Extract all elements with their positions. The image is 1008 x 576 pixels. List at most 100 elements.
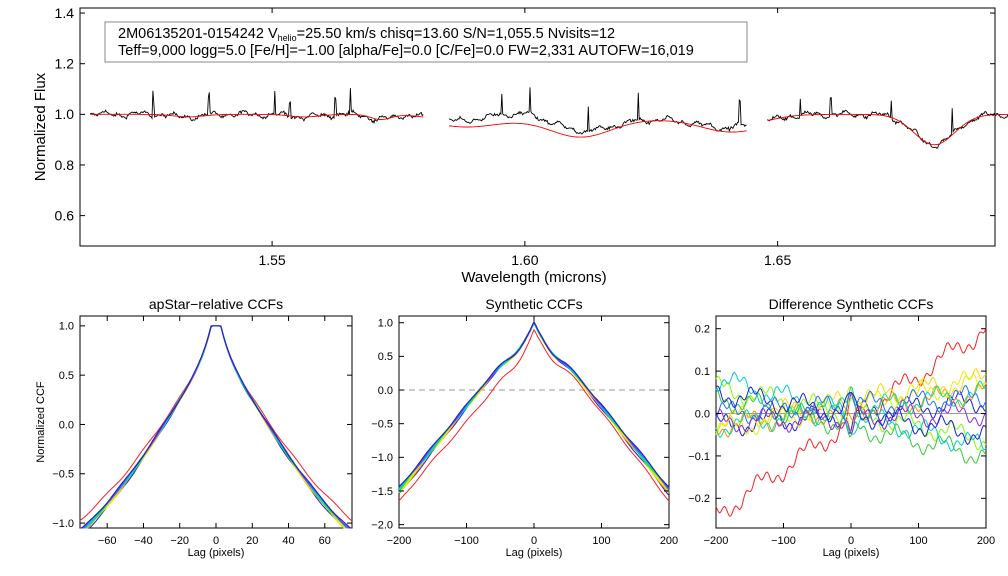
difference-ccf-series-8 xyxy=(715,380,987,438)
apstar-ccf-ytick-label: −0.5 xyxy=(52,469,74,481)
difference-ccf-ytick-label: −0.2 xyxy=(688,493,710,505)
vhelio-subscript: helio xyxy=(278,33,297,43)
apstar-ccf-series-6 xyxy=(80,325,352,529)
apstar-ccf-series-11 xyxy=(80,325,352,529)
synthetic-ccf-xtick-label: −100 xyxy=(454,535,479,547)
info-line-1: 2M06135201-0154242 Vhelio=25.50 km/s chi… xyxy=(118,26,615,43)
spectrum-traces xyxy=(90,87,1008,149)
synthetic-ccf-ytick-label: 0.5 xyxy=(378,351,393,363)
apstar-ccf-ytick-label: 0.5 xyxy=(59,370,74,382)
apstar-ccf-title: apStar−relative CCFs xyxy=(149,296,283,312)
apstar-ccf-xlabel: Lag (pixels) xyxy=(188,547,245,559)
synthetic-ccf-xlabel: Lag (pixels) xyxy=(506,547,563,559)
apstar-ccf-traces xyxy=(79,325,353,529)
synthetic-ccf-xtick-label: 0 xyxy=(531,535,537,547)
info-box xyxy=(104,21,748,63)
difference-ccf-traces xyxy=(715,327,987,517)
apstar-ccf-panel: apStar−relative CCFs −60 −40 −20 0 20 40 60 −1.… xyxy=(35,296,353,559)
difference-ccf-series-5 xyxy=(715,370,987,436)
apstar-ccf-series-12 xyxy=(80,325,352,529)
synthetic-ccf-axis-ticks: −200 −100 0 100 200 −2.0 −1.5 −1.0 −0.5 0.0 0.5 1.0 xyxy=(371,316,678,547)
difference-ccf-series-11 xyxy=(715,401,987,435)
synthetic-ccf-xtick-label: 200 xyxy=(660,535,678,547)
synthetic-ccf-series-8 xyxy=(398,322,670,491)
apstar-ccf-series-4 xyxy=(80,325,352,529)
apstar-ccf-ylabel: Normalized CCF xyxy=(35,381,47,463)
synthetic-ccf-panel: Synthetic CCFs −200 −100 0 100 200 −2.0 −1.5 −1… xyxy=(371,296,678,559)
synthetic-ccf-series-6 xyxy=(398,322,670,493)
spectrum-axis-ticks: 1.55 1.60 1.65 0.6 0.8 1.0 1.2 1.4 xyxy=(55,5,995,268)
apstar-ccf-xtick-label: −40 xyxy=(134,535,153,547)
difference-ccf-title: Difference Synthetic CCFs xyxy=(769,296,934,312)
difference-ccf-xtick-label: −100 xyxy=(771,535,796,547)
difference-ccf-xtick-label: 100 xyxy=(909,535,927,547)
synthetic-ccf-series-3 xyxy=(398,320,670,494)
synthetic-ccf-ytick-label: −1.0 xyxy=(371,452,393,464)
apstar-ccf-series-8 xyxy=(80,325,352,529)
spectrum-xtick-label: 1.65 xyxy=(764,252,791,268)
synthetic-ccf-ytick-label: −1.5 xyxy=(371,486,393,498)
observed-spectrum-line xyxy=(90,88,424,125)
snr-value: S/N=1,055.5 xyxy=(463,26,544,42)
synthetic-ccf-ytick-label: −2.0 xyxy=(371,519,393,531)
apstar-ccf-series-1 xyxy=(80,325,352,529)
apstar-ccf-xtick-label: 20 xyxy=(246,535,258,547)
apstar-ccf-series-2 xyxy=(79,325,353,522)
synthetic-ccf-series-11 xyxy=(398,321,670,489)
synthetic-ccf-title: Synthetic CCFs xyxy=(485,296,582,312)
synthetic-ccf-xtick-label: −200 xyxy=(387,535,412,547)
spectrum-xlabel: Wavelength (microns) xyxy=(461,269,606,286)
spectrum-xtick-label: 1.60 xyxy=(511,252,538,268)
apstar-ccf-xtick-label: 40 xyxy=(282,535,294,547)
chisq-value: chisq=13.60 xyxy=(380,26,459,42)
vhelio-value: =25.50 km/s xyxy=(297,26,376,42)
spectrum-ytick-label: 0.8 xyxy=(55,157,75,173)
observed-spectrum-line xyxy=(767,96,1008,149)
apstar-ccf-frame xyxy=(79,315,353,529)
difference-ccf-ytick-label: 0.0 xyxy=(695,408,710,420)
synthetic-ccf-series-10 xyxy=(398,321,670,490)
synthetic-ccf-xtick-label: 100 xyxy=(592,535,610,547)
difference-ccf-ytick-label: 0.2 xyxy=(695,324,710,336)
difference-ccf-xlabel: Lag (pixels) xyxy=(823,547,880,559)
vhelio-label: V xyxy=(268,26,278,42)
difference-ccf-ytick-label: −0.1 xyxy=(688,451,710,463)
difference-ccf-xtick-label: 200 xyxy=(977,535,995,547)
spectrum-panel: 1.55 1.60 1.65 0.6 0.8 1.0 1.2 1.4 2M06135201-0… xyxy=(32,5,1008,286)
synthetic-ccf-series-5 xyxy=(398,321,670,494)
spectrum-ytick-label: 1.0 xyxy=(55,106,75,122)
synthetic-ccf-series-2 xyxy=(398,328,670,502)
synthetic-ccf-series-12 xyxy=(398,320,670,488)
synthetic-ccf-series-9 xyxy=(398,322,670,491)
spectrum-ylabel: Normalized Flux xyxy=(32,72,49,181)
spectrum-frame xyxy=(79,7,996,247)
difference-ccf-series-12 xyxy=(715,385,987,446)
spectrum-xtick-label: 1.55 xyxy=(258,252,285,268)
synthetic-ccf-ytick-label: 1.0 xyxy=(378,318,393,330)
difference-ccf-series-7 xyxy=(715,386,987,464)
difference-ccf-xtick-label: 0 xyxy=(848,535,854,547)
apstar-ccf-ytick-label: 0.0 xyxy=(59,419,74,431)
apstar-ccf-series-3 xyxy=(80,325,352,529)
synthetic-ccf-frame xyxy=(398,315,670,529)
synthetic-ccf-series-7 xyxy=(398,322,670,492)
difference-ccf-axis-ticks: −200 −100 0 100 200 −0.2 −0.1 0.0 0.1 0.2 xyxy=(688,316,995,547)
synthetic-ccf-series-1 xyxy=(398,321,670,496)
model-spectrum-line xyxy=(90,113,424,120)
nvisits-value: Nvisits=12 xyxy=(548,26,615,42)
synthetic-ccf-ytick-label: −0.5 xyxy=(371,419,393,431)
model-spectrum-line xyxy=(767,113,1008,146)
spectrum-ytick-label: 0.6 xyxy=(55,208,75,224)
apstar-ccf-series-7 xyxy=(80,325,352,529)
difference-ccf-xtick-label: −200 xyxy=(704,535,729,547)
synthetic-ccf-series-4 xyxy=(398,320,670,494)
synthetic-ccf-ytick-label: 0.0 xyxy=(378,385,393,397)
apstar-ccf-xtick-label: −20 xyxy=(170,535,189,547)
apstar-ccf-ytick-label: 1.0 xyxy=(59,321,74,333)
apstar-ccf-axis-ticks: −60 −40 −20 0 20 40 60 −1.0 −0.5 0.0 0.5 1.0 xyxy=(52,316,352,547)
difference-ccf-ytick-label: 0.1 xyxy=(695,366,710,378)
synthetic-ccf-traces xyxy=(398,320,670,502)
observed-spectrum-line xyxy=(448,87,747,135)
apstar-ccf-series-10 xyxy=(80,325,352,529)
